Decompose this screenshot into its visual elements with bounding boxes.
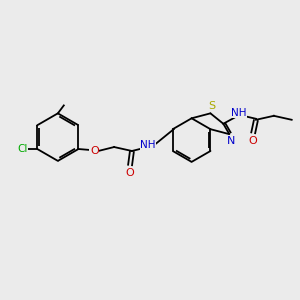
Text: NH: NH (140, 140, 156, 150)
Text: NH: NH (231, 108, 247, 118)
Text: Cl: Cl (17, 144, 28, 154)
Text: S: S (208, 101, 215, 111)
Text: O: O (126, 168, 134, 178)
Text: O: O (90, 146, 99, 156)
Text: N: N (227, 136, 236, 146)
Text: O: O (249, 136, 257, 146)
